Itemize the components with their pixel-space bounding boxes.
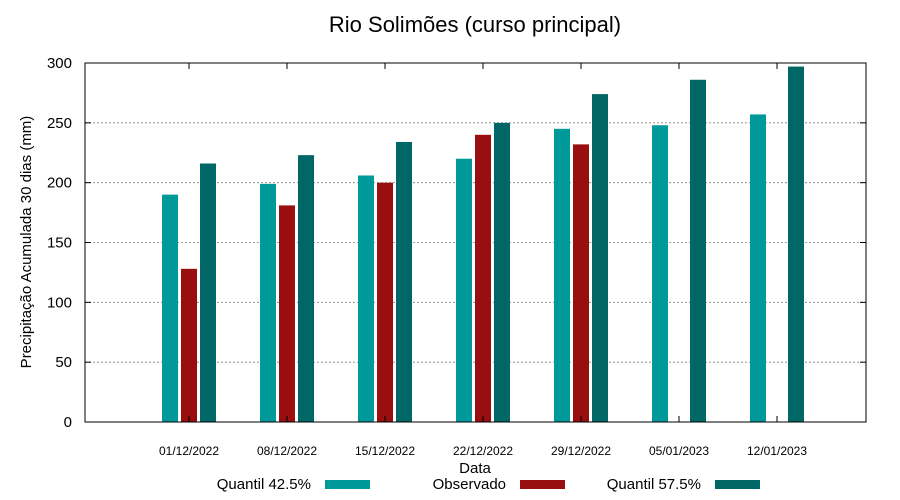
bar-quantil-57-5: [200, 163, 216, 422]
y-tick-label: 100: [47, 294, 72, 311]
y-axis-label: Precipitação Acumulada 30 dias (mm): [18, 116, 35, 369]
bar-observado: [279, 205, 295, 422]
bar-observado: [377, 182, 393, 422]
bar-observado: [475, 134, 491, 423]
legend-swatch: [520, 480, 565, 489]
legend: Quantil 42.5% Observado Quantil 57.5%: [217, 476, 760, 493]
y-tick-label: 150: [47, 235, 72, 252]
x-tick-label: 15/12/2022: [355, 444, 415, 458]
bar-quantil-42-5: [162, 194, 178, 422]
bar-observado: [573, 144, 589, 422]
x-tick-label: 05/01/2023: [649, 444, 709, 458]
y-axis-ticks: 0 50 100 150 200 250 300: [47, 55, 866, 431]
bar-quantil-42-5: [260, 183, 276, 422]
bar-quantil-57-5: [592, 94, 608, 422]
bar-quantil-57-5: [690, 79, 706, 423]
y-tick-label: 0: [64, 414, 72, 431]
legend-label: Observado: [433, 476, 506, 493]
x-axis-ticks: 01/12/2022 08/12/2022 15/12/2022 22/12/2022…: [159, 63, 807, 458]
legend-swatch: [715, 480, 760, 489]
bar-quantil-42-5: [750, 114, 766, 422]
y-tick-label: 50: [55, 354, 72, 371]
x-tick-label: 08/12/2022: [257, 444, 317, 458]
legend-swatch: [325, 480, 370, 489]
legend-label: Quantil 57.5%: [607, 476, 701, 493]
bar-quantil-57-5: [298, 155, 314, 423]
y-tick-label: 300: [47, 55, 72, 72]
y-tick-label: 250: [47, 115, 72, 132]
chart-title: Rio Solimões (curso principal): [329, 12, 621, 37]
x-tick-label: 29/12/2022: [551, 444, 611, 458]
y-tick-label: 200: [47, 175, 72, 192]
legend-label: Quantil 42.5%: [217, 476, 311, 493]
bar-quantil-42-5: [554, 128, 570, 423]
bar-quantil-57-5: [788, 66, 804, 422]
bar-quantil-42-5: [358, 175, 374, 422]
bar-quantil-57-5: [494, 122, 510, 422]
bar-quantil-57-5: [396, 141, 412, 423]
bar-quantil-42-5: [456, 158, 472, 422]
x-tick-label: 22/12/2022: [453, 444, 513, 458]
x-tick-label: 01/12/2022: [159, 444, 219, 458]
bars: [162, 66, 804, 423]
x-tick-label: 12/01/2023: [747, 444, 807, 458]
bar-observado: [181, 268, 197, 422]
x-axis-label: Data: [459, 460, 491, 477]
bar-quantil-42-5: [652, 125, 668, 422]
